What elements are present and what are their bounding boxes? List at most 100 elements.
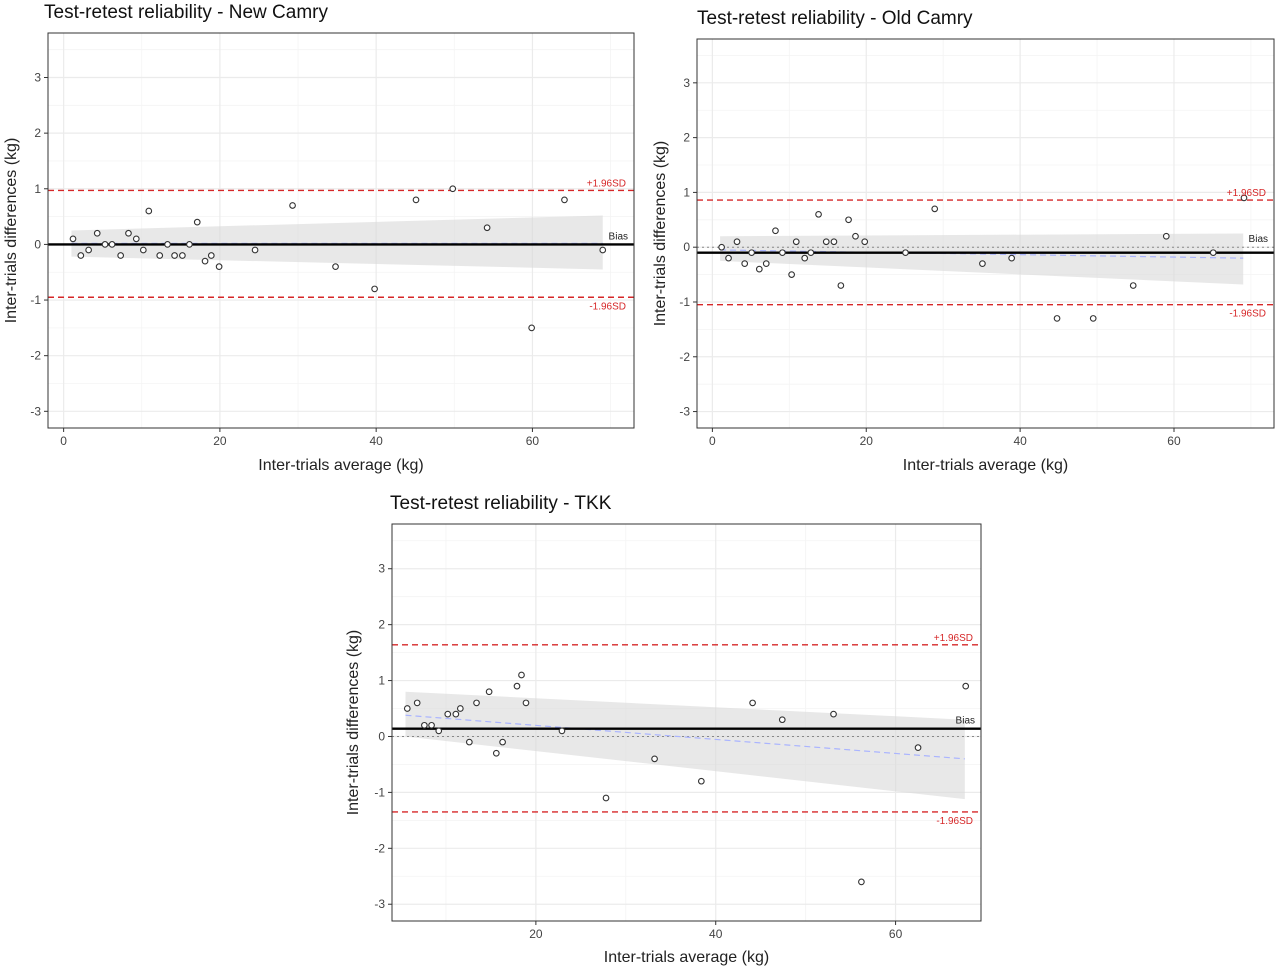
data-point (193, 218, 201, 226)
data-point (403, 705, 411, 712)
x-tick-label: 40 (709, 927, 723, 941)
upper-loa-label: +1.96SD (587, 178, 626, 189)
data-point (602, 794, 610, 802)
data-point (371, 285, 378, 293)
trend-line (405, 714, 965, 760)
data-point (164, 241, 171, 248)
data-point (483, 224, 491, 232)
lower-loa-label: -1.96SD (936, 816, 973, 827)
data-point (522, 699, 530, 707)
y-tick-label: 2 (378, 618, 385, 632)
data-point (772, 227, 779, 235)
y-tick-label: 2 (34, 126, 41, 140)
data-point (858, 878, 865, 886)
x-tick-label: 60 (526, 434, 540, 448)
data-point (902, 249, 909, 257)
y-tick-label: 3 (683, 76, 690, 90)
panel-border (47, 32, 635, 429)
panel-border (696, 38, 1275, 429)
lower-loa-label: -1.96SD (589, 301, 626, 312)
y-tick-label: -3 (374, 897, 385, 911)
data-point (465, 738, 473, 746)
data-point (830, 710, 837, 718)
data-point (156, 252, 164, 259)
y-tick-label: 0 (378, 729, 385, 743)
lower-loa-label: -1.96SD (1229, 309, 1266, 320)
y-tick-label: 3 (34, 71, 41, 85)
data-point (558, 727, 566, 735)
data-point (492, 749, 500, 757)
plot-area (697, 39, 1274, 428)
y-tick-label: 1 (378, 674, 385, 688)
plot-content (392, 524, 981, 921)
data-point (762, 260, 770, 267)
y-tick-label: 1 (34, 182, 41, 196)
y-tick-label: -2 (30, 349, 41, 363)
data-point (332, 263, 339, 271)
data-point (452, 710, 460, 718)
data-point (499, 738, 506, 746)
data-point (561, 196, 568, 204)
data-point (778, 716, 786, 724)
data-point (413, 699, 421, 707)
data-point (741, 260, 749, 267)
data-point (599, 246, 607, 254)
x-axis-title: Inter-trials average (kg) (258, 457, 423, 474)
x-tick-label: 20 (529, 927, 543, 941)
data-point (962, 682, 970, 690)
x-tick-label: 60 (1167, 434, 1181, 448)
data-point (749, 699, 756, 707)
data-point (931, 205, 939, 213)
y-tick-label: -2 (679, 350, 690, 364)
plot-content (48, 33, 634, 428)
data-point (186, 241, 193, 248)
data-point (421, 721, 428, 729)
x-tick-label: 40 (369, 434, 383, 448)
data-point (779, 249, 786, 257)
data-point (528, 324, 535, 332)
y-tick-label: -2 (374, 841, 385, 855)
data-point (85, 246, 92, 254)
data-point (77, 252, 85, 259)
data-point (861, 238, 869, 246)
y-tick-label: -1 (30, 293, 41, 307)
data-point (725, 254, 732, 262)
data-point (215, 263, 223, 271)
bias-label: Bias (1249, 234, 1268, 245)
chart-panel-2: +1.96SD -1.96SD Bias 0 20 40 60 -3 -2 -1 0 1 2 3 Test-… (652, 8, 1275, 474)
x-tick-label: 20 (213, 434, 227, 448)
data-point (852, 232, 859, 240)
x-axis-title: Inter-trials average (kg) (604, 949, 769, 966)
data-point (139, 246, 147, 254)
data-point (289, 202, 296, 209)
data-point (513, 682, 521, 690)
data-point (845, 216, 852, 224)
upper-loa-label: +1.96SD (934, 633, 973, 644)
y-axis-title: Inter-trials differences (kg) (345, 630, 362, 816)
data-point (251, 246, 259, 254)
y-tick-label: 1 (683, 185, 690, 199)
data-point (435, 727, 443, 735)
data-point (1129, 282, 1137, 289)
bias-label: Bias (956, 716, 975, 727)
y-tick-label: -3 (30, 404, 41, 418)
y-tick-label: -1 (374, 785, 385, 799)
confidence-band (720, 233, 1244, 285)
chart-title: Test-retest reliability - New Camry (44, 2, 328, 23)
y-tick-label: -3 (679, 405, 690, 419)
data-point (748, 249, 755, 257)
plot-content (697, 39, 1274, 428)
data-point (207, 252, 215, 259)
data-point (179, 252, 186, 259)
data-point (473, 699, 480, 707)
y-axis-title: Inter-trials differences (kg) (652, 141, 669, 327)
data-point (101, 241, 109, 248)
y-tick-label: 0 (683, 240, 690, 254)
data-point (733, 238, 741, 246)
bias-label: Bias (609, 231, 628, 242)
data-point (444, 710, 452, 718)
y-tick-label: 0 (34, 237, 41, 251)
confidence-band (71, 215, 603, 270)
chart-panel-1: +1.96SD -1.96SD Bias 0 20 40 60 -3 -2 -1 0 1 2 3 Test-… (3, 2, 635, 474)
